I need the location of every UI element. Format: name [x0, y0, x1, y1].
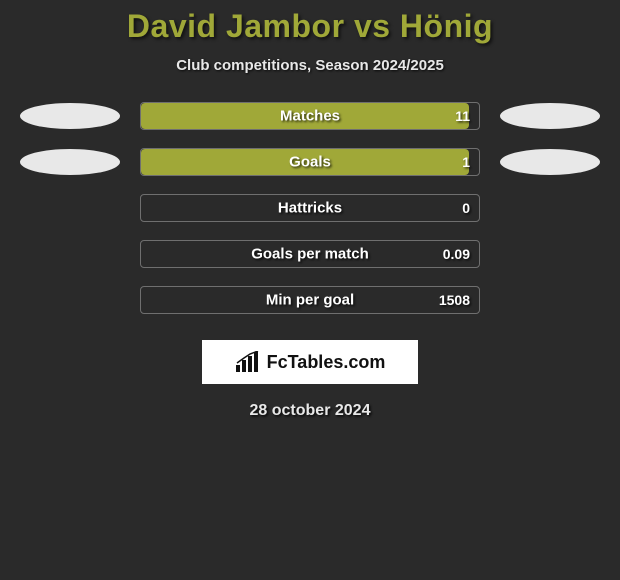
left-oval	[20, 103, 120, 129]
stat-bar: Goals per match 0.09	[140, 240, 480, 268]
stat-bar: Matches 11	[140, 102, 480, 130]
stat-label: Matches	[280, 108, 340, 125]
fctables-logo: FcTables.com	[202, 340, 418, 384]
date-label: 28 october 2024	[250, 402, 371, 420]
right-oval	[500, 103, 600, 129]
right-oval	[500, 149, 600, 175]
stats-list: Matches 11 Goals 1 Hattricks 0 Goals per match…	[20, 102, 600, 332]
stat-row: Min per goal 1508	[20, 286, 600, 314]
stat-bar: Hattricks 0	[140, 194, 480, 222]
stat-row: Goals per match 0.09	[20, 240, 600, 268]
stat-row: Hattricks 0	[20, 194, 600, 222]
stat-value: 0.09	[443, 246, 470, 262]
stat-label: Goals	[289, 154, 331, 171]
stat-bar: Min per goal 1508	[140, 286, 480, 314]
subtitle: Club competitions, Season 2024/2025	[176, 57, 444, 74]
stat-row: Goals 1	[20, 148, 600, 176]
stat-value: 1	[462, 154, 470, 170]
logo-text: FcTables.com	[267, 352, 386, 373]
stat-row: Matches 11	[20, 102, 600, 130]
comparison-infographic: David Jambor vs Hönig Club competitions,…	[0, 0, 620, 420]
stat-label: Hattricks	[278, 200, 342, 217]
left-oval	[20, 149, 120, 175]
stat-bar: Goals 1	[140, 148, 480, 176]
page-title: David Jambor vs Hönig	[127, 8, 493, 45]
bar-chart-icon	[235, 351, 261, 373]
stat-value: 0	[462, 200, 470, 216]
stat-value: 11	[455, 108, 470, 124]
stat-label: Goals per match	[251, 246, 369, 263]
stat-label: Min per goal	[266, 292, 354, 309]
stat-value: 1508	[439, 292, 470, 308]
